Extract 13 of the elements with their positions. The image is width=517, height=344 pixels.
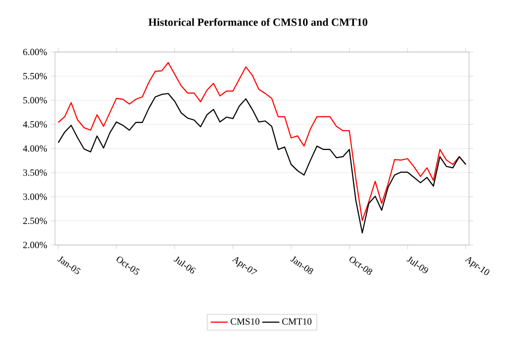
chart-title: Historical Performance of CMS10 and CMT10 [148,18,368,26]
y-tick-label: 4.50% [22,121,47,128]
y-tick-label: 4.00% [22,145,47,152]
legend-label: CMS10 [230,318,260,325]
y-tick-label: 3.50% [23,169,47,176]
y-tick-label: 5.50% [23,72,47,80]
y-tick-label: 6.00% [23,48,47,56]
y-tick-label: 2.00% [23,242,47,248]
y-tick-label: 2.50% [23,218,47,224]
y-tick-label: 3.00% [23,194,47,200]
y-tick-label: 5.00% [23,97,47,104]
legend-label: CMT10 [282,318,312,325]
line-series [58,92,466,234]
